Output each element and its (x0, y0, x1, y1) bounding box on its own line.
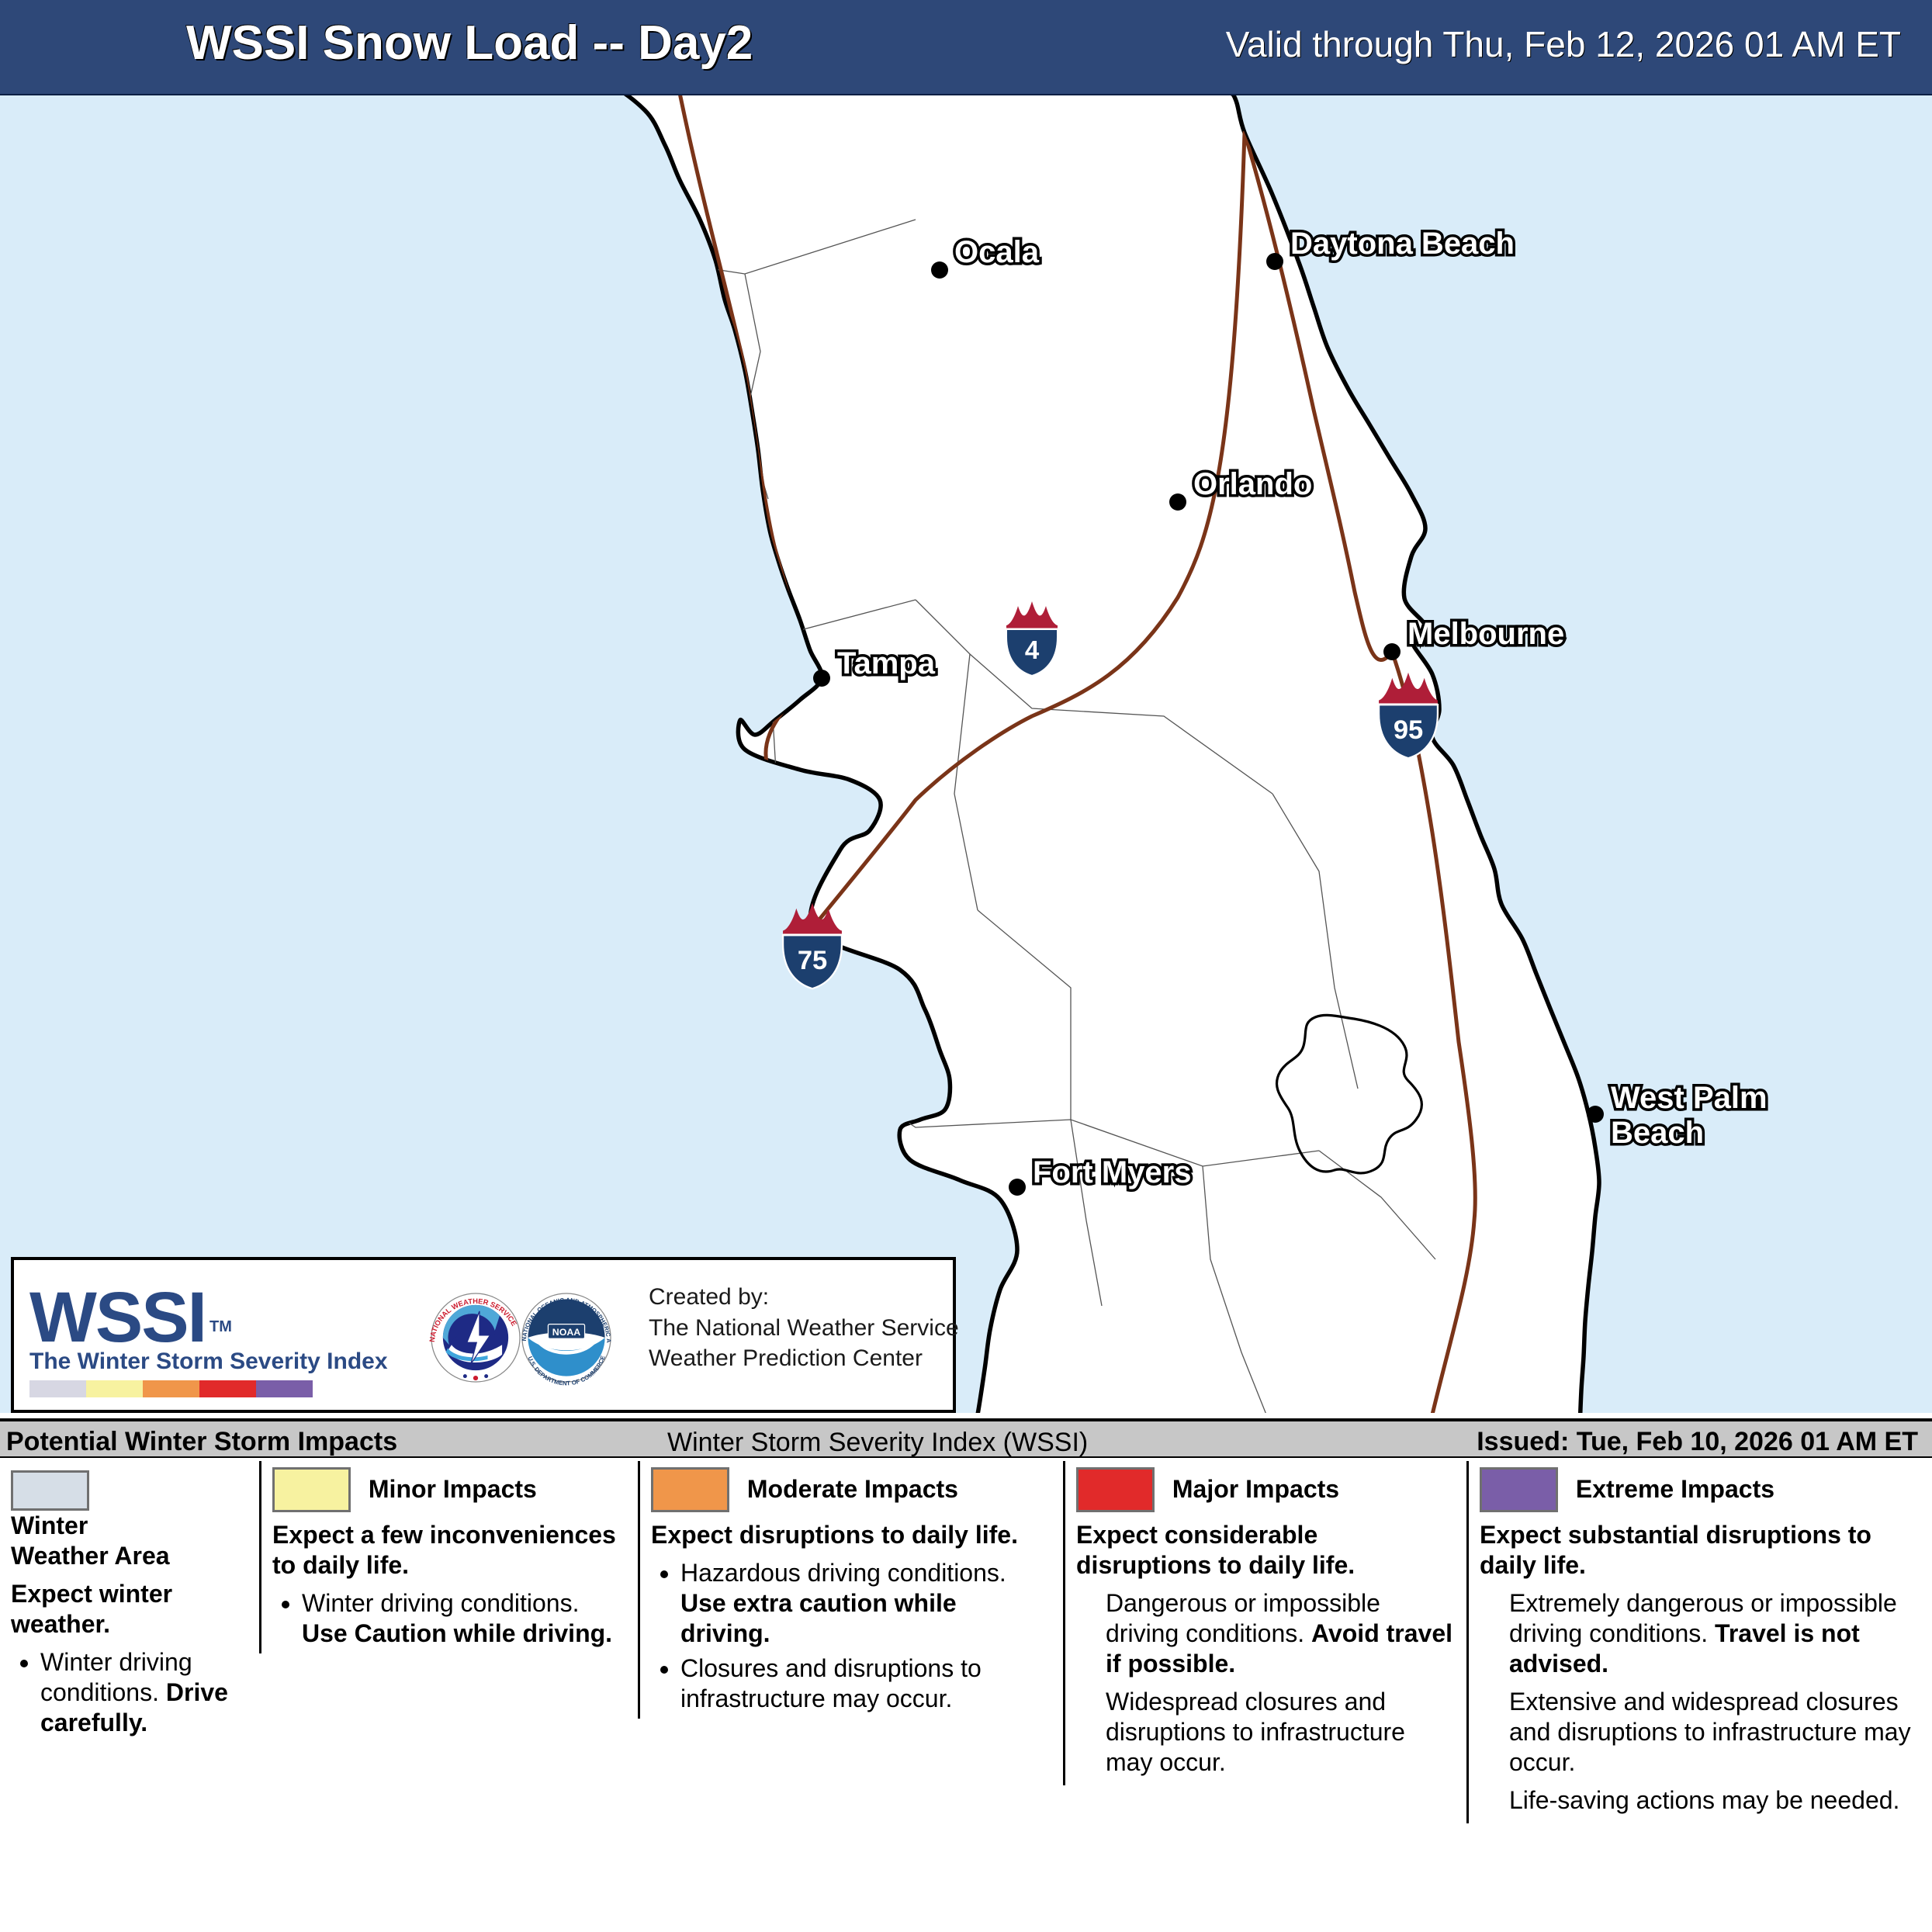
svg-text:West Palm: West Palm (1611, 1081, 1768, 1115)
svg-text:TM: TM (209, 1318, 232, 1335)
svg-text:Orlando: Orlando (1193, 467, 1312, 501)
svg-text:Ocala: Ocala (954, 235, 1040, 269)
svg-text:Melbourne: Melbourne (1407, 617, 1564, 651)
svg-text:Daytona Beach: Daytona Beach (1290, 227, 1515, 261)
svg-text:Beach: Beach (1611, 1116, 1704, 1150)
svg-text:NOAA: NOAA (552, 1327, 581, 1338)
svg-text:Fort Myers: Fort Myers (1033, 1155, 1192, 1189)
svg-text:The Winter Storm Severity Inde: The Winter Storm Severity Index (29, 1349, 388, 1374)
svg-text:4: 4 (1025, 635, 1040, 664)
svg-text:75: 75 (798, 946, 827, 975)
svg-text:WSSI: WSSI (29, 1278, 206, 1357)
svg-text:Tampa: Tampa (837, 646, 936, 680)
svg-text:95: 95 (1394, 715, 1423, 745)
